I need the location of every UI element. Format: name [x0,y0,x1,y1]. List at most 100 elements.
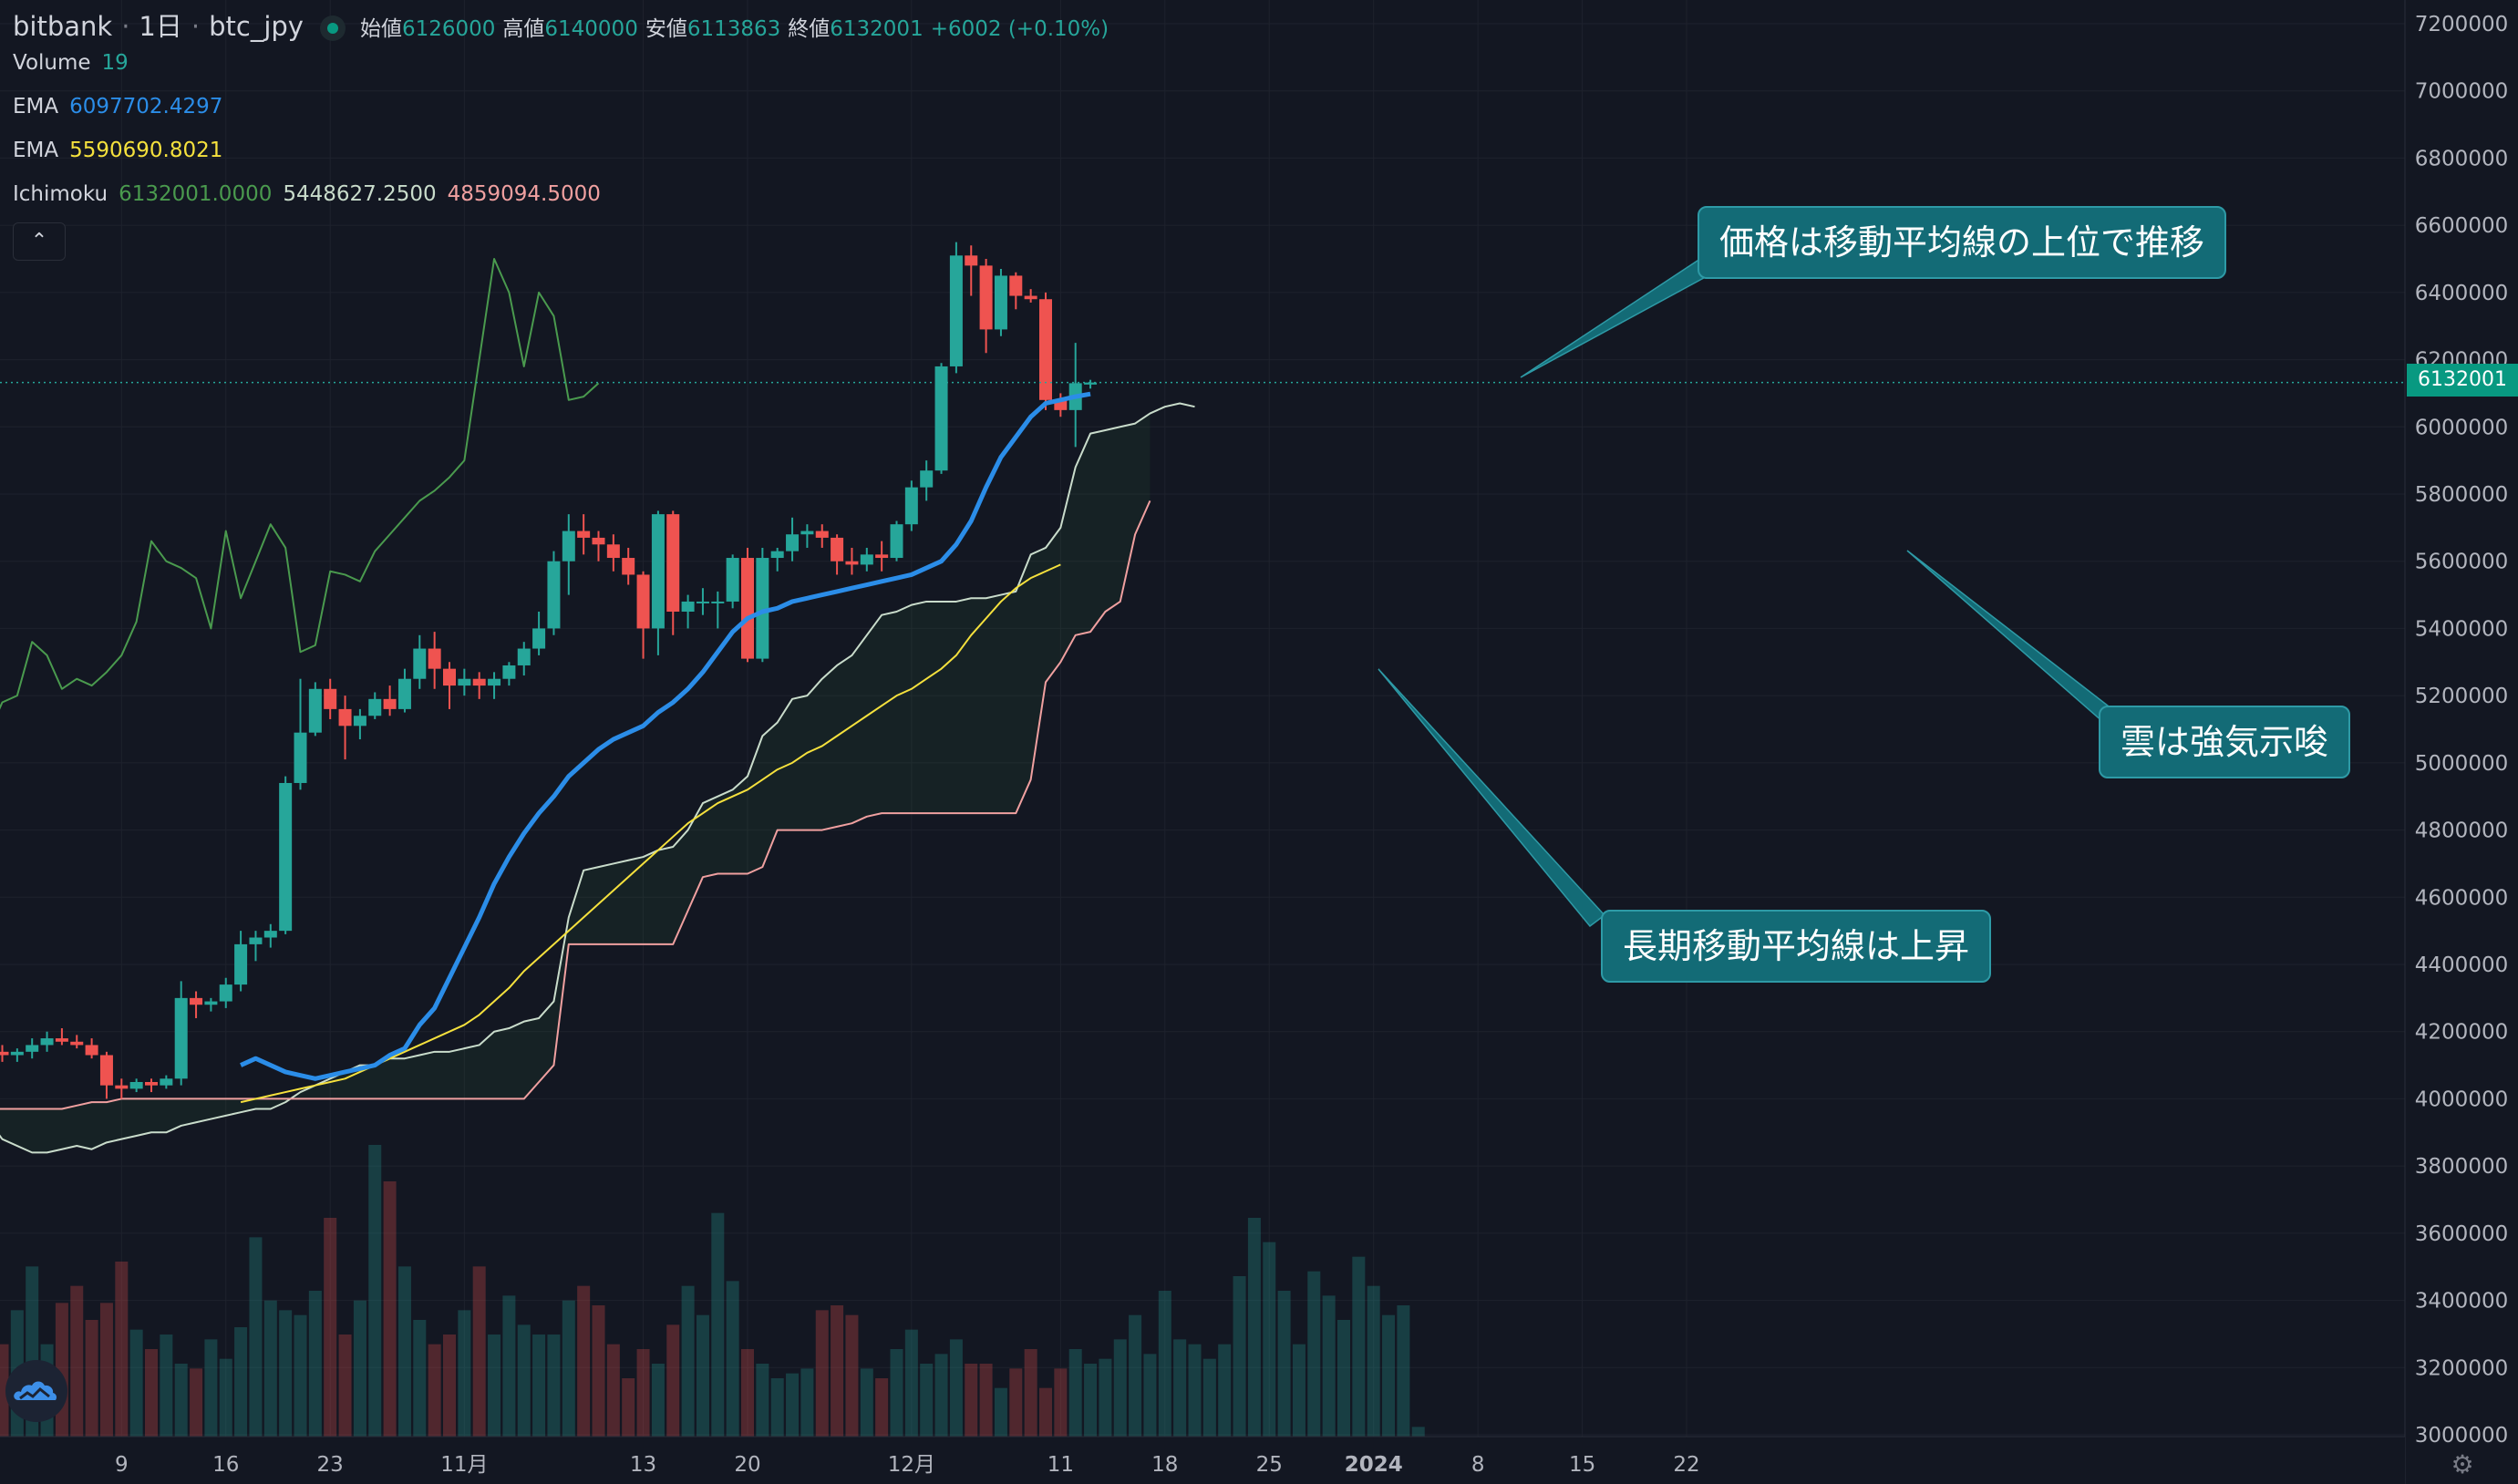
candle-body [681,601,695,612]
volume-bar [1277,1291,1291,1437]
candles [0,242,1098,1099]
candle [860,547,873,572]
volume-bar [1292,1344,1305,1437]
candle-body [890,524,903,559]
candle [979,259,993,354]
candle [324,678,337,719]
volume-bar [99,1303,113,1437]
x-tick-label: 12月 [888,1453,935,1477]
candle [85,1038,98,1059]
candle [1039,292,1052,410]
volume-bar [890,1349,903,1437]
candle [726,554,739,609]
ichimoku-cloud [0,402,1195,1154]
ohlc-values: 始値6126000 高値6140000 安値6113863 終値6132001 +600… [360,17,1116,41]
y-tick-label: 3400000 [2415,1290,2508,1314]
candle-body [741,558,754,659]
candle [26,1038,39,1059]
volume-bar [428,1344,441,1437]
low-value: 6113863 [686,17,781,41]
candle [741,547,754,663]
x-tick-label: 25 [1256,1453,1283,1477]
volume-bar [70,1285,84,1437]
candle-body [145,1082,158,1086]
settings-gear-icon[interactable]: ⚙ [2451,1449,2474,1479]
ema-slow-legend[interactable]: EMA 5590690.8021 [13,139,222,162]
ema-fast-legend[interactable]: EMA 6097702.4297 [13,95,222,119]
candle-body [338,708,352,727]
candle [651,510,665,655]
volume-bar [547,1335,561,1437]
volume-bar [845,1314,859,1437]
volume-bar [1009,1368,1023,1437]
interval-label[interactable]: 1日 [139,11,182,42]
volume-bar [368,1145,382,1437]
candle-body [234,943,248,985]
close-value: 6132001 [830,17,924,41]
candle-body [10,1051,24,1056]
time-axis-bg [0,1437,2405,1484]
volume-bar [696,1314,709,1437]
volume-bar [458,1310,471,1437]
candle-body [1024,295,1037,300]
ema-slow-value: 5590690.8021 [69,139,223,162]
candle-body [99,1055,113,1086]
candle [279,776,293,934]
candle [562,514,575,595]
candle [129,1078,143,1093]
volume-bar [115,1262,129,1437]
symbol-name[interactable]: btc_jpy [209,11,304,42]
annotation-long-ma-rising[interactable]: 長期移動平均線は上昇 [1601,910,1992,983]
candle-body [711,601,725,603]
candle [1084,379,1098,389]
candle-body [308,688,322,733]
candle-body [756,558,769,659]
candle-body [517,648,531,665]
candle [428,632,441,689]
annotation-cloud-bullish[interactable]: 雲は強気示唆 [2099,706,2351,778]
volume-legend[interactable]: Volume 19 [13,51,129,75]
candle-body [413,648,427,679]
candle [666,510,680,635]
volume-bar [1143,1354,1157,1437]
x-tick-label: 16 [212,1453,239,1477]
candle-body [26,1045,39,1052]
candle-body [622,558,635,575]
candle [994,269,1007,336]
candle-body [443,668,456,686]
collapse-legend-button[interactable]: ⌃ [13,222,66,261]
candle [413,634,427,689]
volume-bar [860,1368,873,1437]
candle [458,668,471,696]
candle-body [279,782,293,932]
x-axis-labels: 9 16 23 11月 13 20 12月 11 18 25 2024 8 15 22 [115,1453,1700,1477]
annotation-price-above-ma[interactable]: 価格は移動平均線の上位で推移 [1698,206,2227,279]
cloud-area [0,413,1151,1153]
market-status-icon [319,15,346,41]
candle [815,524,829,548]
y-tick-label: 5200000 [2415,685,2508,708]
candle [920,460,934,501]
low-label: 安値 [645,17,687,41]
candle [1024,289,1037,303]
candle-body [815,531,829,538]
volume-bar [1113,1339,1127,1437]
symbol-header: bitbank · 1日 · btc_jpy 始値6126000 高値6140000 安値61… [13,5,1116,44]
ichimoku-legend[interactable]: Ichimoku 6132001.0000 5448627.2500 4859094.… [13,182,601,206]
y-axis-labels: 7200000700000068000006600000640000062000… [2415,13,2508,1448]
candle [532,612,546,655]
volume-bar [353,1300,366,1437]
callout-pointers [1378,255,2126,928]
exchange-name[interactable]: bitbank [13,11,113,42]
volume-bar [831,1305,844,1437]
y-tick-label: 5000000 [2415,752,2508,776]
candle-body [577,531,591,538]
tradingview-logo[interactable] [5,1360,67,1422]
candle [517,642,531,676]
candle-body [770,551,784,559]
volume-bar [920,1364,934,1437]
y-tick-label: 6800000 [2415,147,2508,170]
candle [70,1035,84,1049]
volume-bar [472,1266,486,1437]
